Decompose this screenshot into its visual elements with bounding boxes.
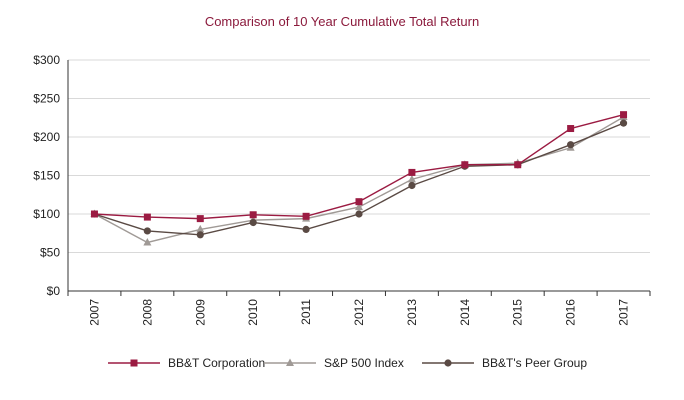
data-point: [143, 227, 151, 235]
legend-marker: [444, 359, 452, 367]
data-point: [355, 198, 363, 206]
y-tick-label: $300: [33, 53, 60, 67]
data-point: [196, 215, 204, 223]
chart-title: Comparison of 10 Year Cumulative Total R…: [204, 14, 480, 29]
data-point: [302, 212, 310, 220]
data-point: [620, 111, 628, 119]
x-tick-label: 2008: [140, 299, 154, 326]
x-tick-label: 2013: [405, 299, 419, 326]
legend-label: BB&T's Peer Group: [482, 356, 587, 370]
x-tick-label: 2017: [617, 299, 631, 326]
data-point: [143, 237, 152, 246]
x-tick-label: 2010: [246, 299, 260, 326]
y-tick-label: $200: [33, 130, 60, 144]
axes: $0 $50 $100 $150 $200 $250 $300 2007 2008 2009 201…: [33, 53, 651, 326]
series-line: [94, 116, 624, 244]
x-tick-label: 2009: [193, 299, 207, 326]
data-point: [407, 174, 416, 183]
data-point: [514, 161, 522, 169]
data-point: [355, 210, 363, 218]
gridlines: [68, 59, 650, 253]
data-point: [408, 181, 416, 190]
x-tick-label: 2011: [299, 299, 313, 325]
data-point: [567, 141, 575, 149]
series-lines: [90, 111, 628, 246]
data-point: [196, 224, 205, 233]
y-tick-label: $100: [33, 207, 60, 221]
legend-marker: [130, 359, 138, 367]
data-point: [143, 213, 151, 221]
data-point: [619, 119, 628, 127]
data-point: [567, 125, 575, 133]
data-point: [249, 211, 257, 219]
x-tick-label: 2015: [511, 299, 525, 326]
x-tick-label: 2014: [458, 299, 472, 326]
legend-label: BB&T Corporation: [168, 356, 265, 370]
x-tick-label: 2016: [564, 299, 578, 326]
y-tick-label: $50: [40, 246, 60, 260]
legend-label: S&P 500 Index: [324, 356, 404, 370]
legend-marker: [286, 358, 294, 366]
x-tick-label: 2012: [352, 299, 366, 326]
data-point: [249, 218, 257, 227]
data-point: [461, 161, 469, 169]
y-tick-label: $150: [33, 169, 60, 183]
data-point: [302, 225, 310, 233]
data-point: [196, 231, 204, 239]
x-tick-label: 2007: [87, 299, 101, 326]
data-point: [408, 168, 416, 176]
y-tick-label: $0: [47, 284, 61, 298]
legend: BB&T Corporation S&P 500 Index BB&T's Peer…: [108, 356, 587, 370]
y-tick-label: $250: [33, 92, 60, 106]
data-point: [355, 202, 363, 211]
data-point: [90, 210, 98, 218]
